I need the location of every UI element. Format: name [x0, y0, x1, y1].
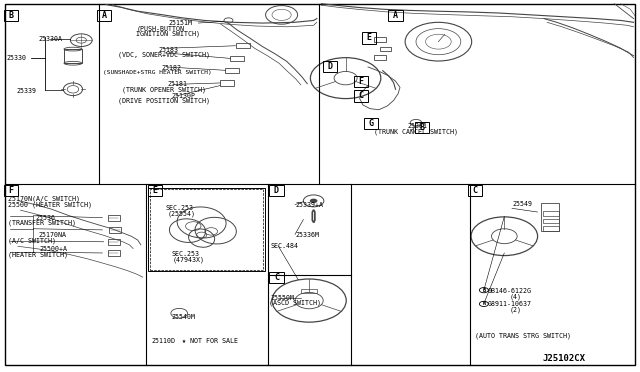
Text: (A/C SWITCH): (A/C SWITCH) [8, 237, 56, 244]
Text: B: B [9, 11, 13, 20]
Text: C: C [358, 92, 364, 100]
Bar [388, 10, 403, 21]
Bar [108, 239, 120, 245]
Bar [364, 118, 378, 129]
Bar [108, 215, 120, 221]
Bar [230, 56, 244, 61]
Text: 25500 (HEATER SWITCH): 25500 (HEATER SWITCH) [8, 201, 92, 208]
Text: 25182: 25182 [161, 65, 181, 71]
Text: (4): (4) [509, 294, 522, 300]
Text: 25170NA: 25170NA [38, 232, 67, 238]
Bar [269, 185, 284, 196]
Text: (SUNSHADE+STRG HEATER SWITCH): (SUNSHADE+STRG HEATER SWITCH) [103, 70, 212, 76]
Bar [64, 49, 82, 63]
Bar [354, 76, 368, 87]
Text: 25336M: 25336M [295, 232, 319, 238]
Text: (TRANSFER SWITCH): (TRANSFER SWITCH) [8, 220, 76, 227]
Text: 25110D: 25110D [151, 339, 175, 344]
Text: 25500+A: 25500+A [40, 246, 68, 252]
Text: E: E [152, 186, 157, 195]
Text: (PUSH-BUTTON: (PUSH-BUTTON [136, 25, 184, 32]
Text: 25170N(A/C SWITCH): 25170N(A/C SWITCH) [8, 196, 80, 202]
Text: IGNITION SWITCH): IGNITION SWITCH) [136, 30, 200, 37]
Text: (TRUNK CANCEL SWITCH): (TRUNK CANCEL SWITCH) [374, 129, 458, 135]
Text: C: C [472, 186, 477, 195]
Bar [543, 219, 559, 223]
Text: N: N [483, 301, 485, 307]
Text: 25536: 25536 [35, 215, 55, 221]
Text: (47943X): (47943X) [173, 256, 205, 263]
Text: 25181: 25181 [168, 81, 188, 87]
Text: E: E [367, 33, 372, 42]
Text: 25540M: 25540M [172, 314, 196, 320]
Bar [380, 46, 391, 51]
Text: (TRUNK OPENER SWITCH): (TRUNK OPENER SWITCH) [122, 86, 205, 93]
Bar [148, 185, 162, 196]
Text: 25330A: 25330A [38, 36, 63, 42]
Text: 25183: 25183 [158, 47, 178, 53]
Text: (HEATER SWITCH): (HEATER SWITCH) [8, 251, 68, 258]
Text: (ASCD SWITCH): (ASCD SWITCH) [269, 300, 321, 307]
Bar [150, 189, 263, 270]
Bar [415, 122, 429, 133]
Bar [109, 227, 121, 233]
Bar [4, 185, 19, 196]
Text: A: A [393, 11, 398, 20]
Bar [374, 55, 386, 60]
Text: 25381: 25381 [407, 124, 427, 129]
Text: ★ NOT FOR SALE: ★ NOT FOR SALE [182, 339, 238, 344]
Text: F: F [358, 77, 364, 86]
Text: 25339+A: 25339+A [295, 202, 323, 208]
Text: B: B [420, 123, 425, 132]
Text: 08911-10637: 08911-10637 [488, 301, 532, 307]
Text: 25151M: 25151M [169, 20, 193, 26]
Bar [323, 61, 337, 72]
Bar [4, 10, 19, 21]
Text: (2): (2) [509, 307, 522, 314]
Bar [543, 226, 559, 231]
Bar [374, 37, 386, 42]
Text: (VDC, SONER+VDC SWITCH): (VDC, SONER+VDC SWITCH) [118, 52, 211, 58]
Circle shape [310, 199, 317, 203]
Text: D: D [274, 186, 279, 195]
Text: 25550M: 25550M [270, 295, 294, 301]
Bar [97, 10, 111, 21]
Bar [108, 250, 120, 256]
Text: 25339: 25339 [16, 88, 36, 94]
Bar [225, 68, 239, 73]
Text: C: C [274, 273, 279, 282]
Bar [301, 289, 317, 293]
Text: (AUTO TRANS STRG SWITCH): (AUTO TRANS STRG SWITCH) [475, 332, 571, 339]
Text: SEC.484: SEC.484 [270, 243, 298, 249]
Bar [236, 43, 250, 48]
Text: A: A [102, 11, 107, 20]
Bar [468, 185, 482, 196]
Text: G: G [369, 119, 374, 128]
Bar [354, 90, 368, 102]
Text: SEC.253: SEC.253 [165, 205, 193, 211]
Bar [543, 211, 559, 216]
Text: SEC.253: SEC.253 [172, 251, 200, 257]
Text: B: B [483, 288, 485, 293]
Text: J25102CX: J25102CX [543, 355, 586, 363]
Text: (25554): (25554) [168, 211, 196, 217]
Bar [148, 188, 265, 271]
Text: D: D [327, 62, 332, 71]
Text: F: F [9, 186, 13, 195]
Text: 25330: 25330 [6, 55, 26, 61]
Bar [220, 80, 234, 86]
Bar [541, 203, 559, 231]
Bar [362, 32, 376, 44]
Text: (DRIVE POSITION SWITCH): (DRIVE POSITION SWITCH) [118, 98, 211, 105]
Text: 0B146-6122G: 0B146-6122G [488, 288, 532, 294]
Bar [269, 272, 284, 283]
Text: 25130P: 25130P [172, 93, 196, 99]
Text: 25549: 25549 [512, 201, 532, 207]
